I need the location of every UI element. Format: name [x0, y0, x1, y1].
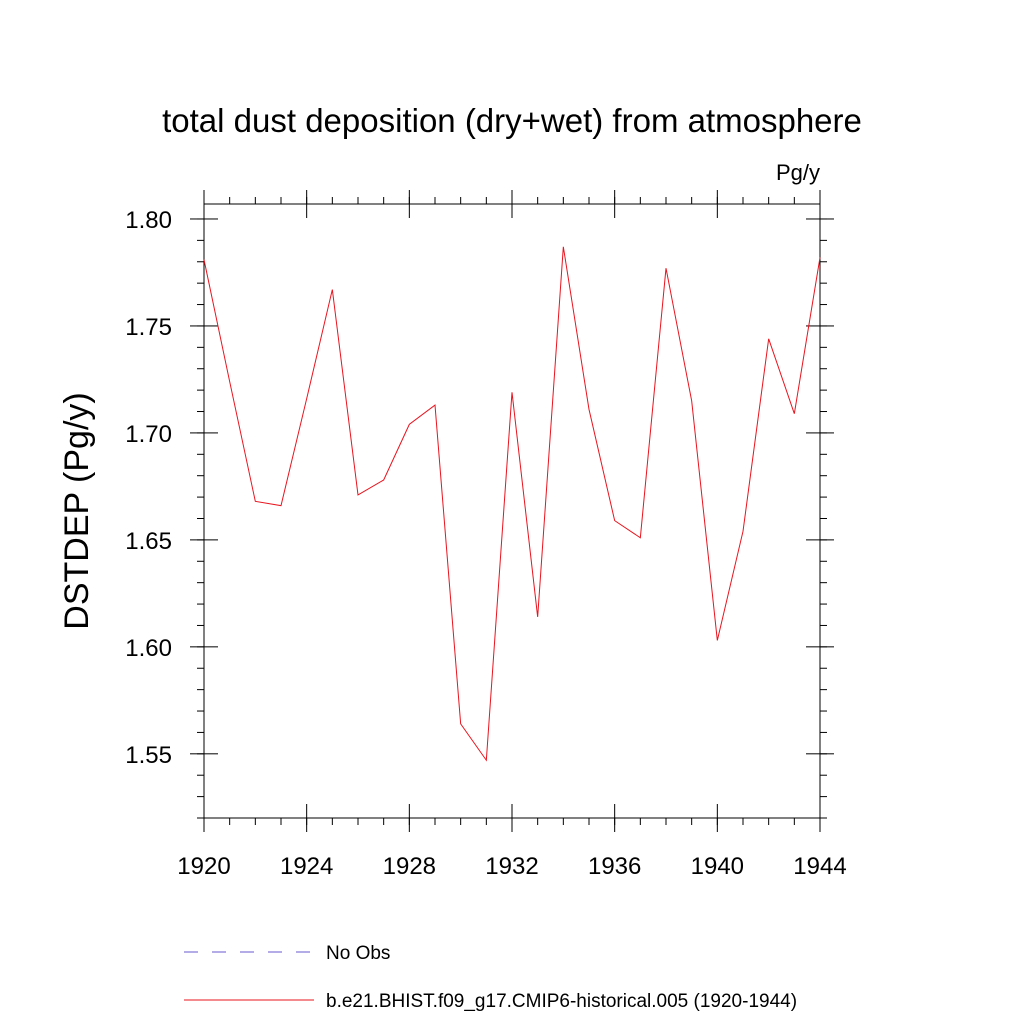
plot-frame: [203, 203, 821, 819]
x-tick-label: 1920: [177, 853, 230, 880]
y-tick-label: 1.75: [125, 314, 172, 341]
x-tick-label: 1932: [485, 853, 538, 880]
y-tick-label: 1.65: [125, 528, 172, 555]
legend-label: b.e21.BHIST.f09_g17.CMIP6-historical.005…: [326, 991, 797, 1012]
x-tick-label: 1928: [383, 853, 436, 880]
chart-title: total dust deposition (dry+wet) from atm…: [162, 102, 862, 139]
units-label: Pg/y: [776, 160, 820, 185]
y-tick-label: 1.80: [125, 207, 172, 234]
y-tick-label: 1.70: [125, 421, 172, 448]
y-tick-label: 1.60: [125, 635, 172, 662]
series-layer: [203, 246, 821, 762]
legend: No Obs b.e21.BHIST.f09_g17.CMIP6-historic…: [184, 943, 797, 1012]
legend-label: No Obs: [326, 943, 390, 964]
series-line: [203, 246, 821, 762]
x-tick-label: 1940: [691, 853, 744, 880]
x-tick-labels: 1920 1924 1928 1932 1936 1940 1944: [177, 853, 846, 880]
major-ticks: [190, 190, 834, 832]
x-tick-label: 1944: [793, 853, 846, 880]
y-axis-label: DSTDEP (Pg/y): [58, 392, 96, 629]
x-tick-label: 1936: [588, 853, 641, 880]
y-tick-label: 1.55: [125, 742, 172, 769]
y-tick-labels: 1.55 1.60 1.65 1.70 1.75 1.80: [125, 207, 172, 769]
minor-ticks: [197, 197, 827, 825]
x-tick-label: 1924: [280, 853, 333, 880]
